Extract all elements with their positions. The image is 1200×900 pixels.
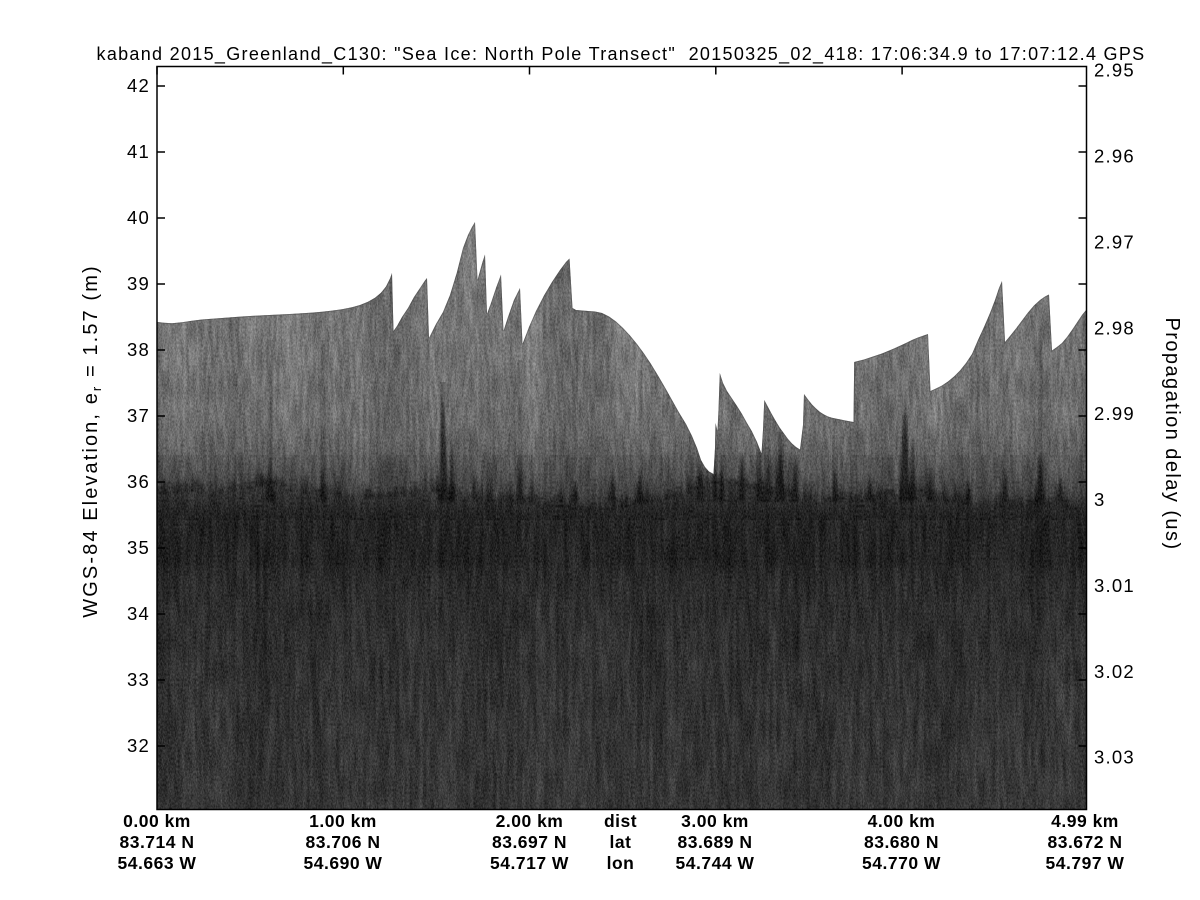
svg-text:34: 34	[127, 603, 150, 624]
svg-text:83.706 N: 83.706 N	[305, 832, 380, 852]
svg-text:33: 33	[127, 669, 150, 690]
svg-text:kaband 2015_Greenland_C130: "S: kaband 2015_Greenland_C130: "Sea Ice: No…	[97, 44, 1146, 65]
svg-text:42: 42	[127, 75, 150, 96]
svg-text:83.672 N: 83.672 N	[1047, 832, 1122, 852]
svg-text:3.01: 3.01	[1094, 575, 1135, 596]
svg-text:4.99 km: 4.99 km	[1051, 811, 1119, 831]
svg-text:32: 32	[127, 735, 150, 756]
svg-text:Propagation delay (us): Propagation delay (us)	[1161, 317, 1183, 550]
svg-text:83.680 N: 83.680 N	[864, 832, 939, 852]
svg-text:39: 39	[127, 273, 150, 294]
svg-text:3.02: 3.02	[1094, 661, 1135, 682]
svg-text:37: 37	[127, 405, 150, 426]
svg-text:2.98: 2.98	[1094, 317, 1135, 338]
svg-text:2.95: 2.95	[1094, 60, 1135, 81]
svg-text:83.689 N: 83.689 N	[677, 832, 752, 852]
svg-text:dist: dist	[604, 811, 637, 831]
svg-text:40: 40	[127, 207, 150, 228]
svg-text:lon: lon	[607, 853, 635, 873]
svg-text:83.697 N: 83.697 N	[492, 832, 567, 852]
svg-text:lat: lat	[610, 832, 632, 852]
svg-text:54.797 W: 54.797 W	[1046, 853, 1125, 873]
svg-text:54.690 W: 54.690 W	[304, 853, 383, 873]
svg-text:3.00 km: 3.00 km	[681, 811, 749, 831]
svg-text:3: 3	[1094, 489, 1106, 510]
svg-text:2.96: 2.96	[1094, 146, 1135, 167]
svg-text:83.714 N: 83.714 N	[119, 832, 194, 852]
svg-text:41: 41	[127, 141, 150, 162]
svg-text:54.663 W: 54.663 W	[118, 853, 197, 873]
svg-text:1.00 km: 1.00 km	[309, 811, 377, 831]
svg-text:54.717 W: 54.717 W	[490, 853, 569, 873]
svg-text:36: 36	[127, 471, 150, 492]
svg-text:4.00 km: 4.00 km	[868, 811, 936, 831]
svg-text:WGS-84 Elevation, er = 1.57 (m: WGS-84 Elevation, er = 1.57 (m)	[80, 264, 104, 617]
svg-text:54.744 W: 54.744 W	[676, 853, 755, 873]
svg-text:38: 38	[127, 339, 150, 360]
svg-text:35: 35	[127, 537, 150, 558]
svg-text:54.770 W: 54.770 W	[862, 853, 941, 873]
svg-text:0.00 km: 0.00 km	[123, 811, 191, 831]
svg-text:3.03: 3.03	[1094, 747, 1135, 768]
svg-text:2.00 km: 2.00 km	[496, 811, 564, 831]
svg-text:2.97: 2.97	[1094, 231, 1135, 252]
svg-text:2.99: 2.99	[1094, 403, 1135, 424]
